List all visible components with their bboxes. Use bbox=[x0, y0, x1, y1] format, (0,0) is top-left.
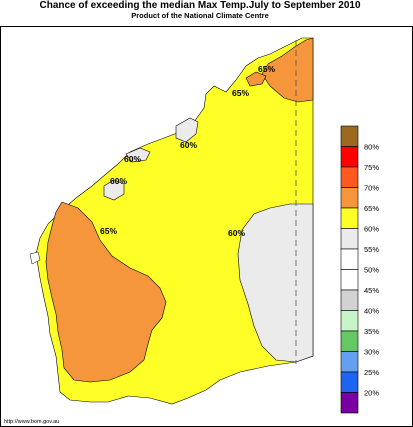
legend-swatch bbox=[340, 187, 359, 209]
legend-label: 25% bbox=[364, 368, 379, 377]
label-65-southwest: 65% bbox=[100, 226, 117, 236]
legend-label: 55% bbox=[364, 245, 379, 254]
region-55-pilbara bbox=[175, 117, 199, 143]
label-60-coast: 60% bbox=[124, 154, 141, 164]
region-65-small bbox=[245, 71, 267, 87]
legend-label: 45% bbox=[364, 286, 379, 295]
map-subtitle: Product of the National Climate Centre bbox=[131, 11, 269, 20]
legend-label: 35% bbox=[364, 327, 379, 336]
legend-swatch bbox=[340, 228, 359, 250]
legend-swatch bbox=[340, 310, 359, 332]
region-55-coast bbox=[125, 147, 151, 163]
region-55-inland bbox=[103, 179, 125, 201]
legend-swatch bbox=[340, 269, 359, 291]
source-url: http://www.bom.gov.au bbox=[4, 419, 60, 425]
legend-swatch bbox=[340, 289, 359, 311]
legend-label: 20% bbox=[364, 389, 379, 398]
label-60-inland: 60% bbox=[110, 176, 127, 186]
legend: 80% 75% 70% 65% 60% 55% 50% 45% 40% 35% 30% 25% 20% bbox=[340, 125, 379, 414]
legend-swatch bbox=[340, 330, 359, 352]
map-title: Chance of exceeding the median Max Temp.… bbox=[39, 0, 361, 11]
legend-label: 60% bbox=[364, 225, 379, 234]
shark-bay bbox=[29, 251, 41, 265]
legend-label: 40% bbox=[364, 307, 379, 316]
region-65-southwest bbox=[45, 201, 167, 383]
legend-swatch bbox=[340, 125, 359, 147]
legend-swatch bbox=[340, 146, 359, 168]
region-55-east bbox=[237, 203, 314, 363]
legend-label: 30% bbox=[364, 348, 379, 357]
legend-label: 65% bbox=[364, 204, 379, 213]
legend-label: 70% bbox=[364, 184, 379, 193]
legend-swatch bbox=[340, 392, 359, 414]
legend-label: 80% bbox=[364, 143, 379, 152]
label-65-kimberley: 65% bbox=[232, 88, 249, 98]
legend-swatch bbox=[340, 351, 359, 373]
legend-label: 50% bbox=[364, 266, 379, 275]
region-65-kimberley bbox=[261, 37, 314, 103]
map-frame: 65% 65% 60% 60% 60% 65% 60% 80% 75% 70% 65%… bbox=[0, 26, 413, 427]
legend-swatch bbox=[340, 371, 359, 393]
legend-label: 75% bbox=[364, 163, 379, 172]
label-60-east: 60% bbox=[228, 228, 245, 238]
label-65-north: 65% bbox=[258, 64, 275, 74]
wa-map: 65% 65% 60% 60% 60% 65% 60% 80% 75% 70% 65%… bbox=[0, 26, 413, 427]
label-60-pilbara: 60% bbox=[180, 140, 197, 150]
legend-swatch bbox=[340, 166, 359, 188]
legend-swatch bbox=[340, 248, 359, 270]
legend-swatch bbox=[340, 207, 359, 229]
